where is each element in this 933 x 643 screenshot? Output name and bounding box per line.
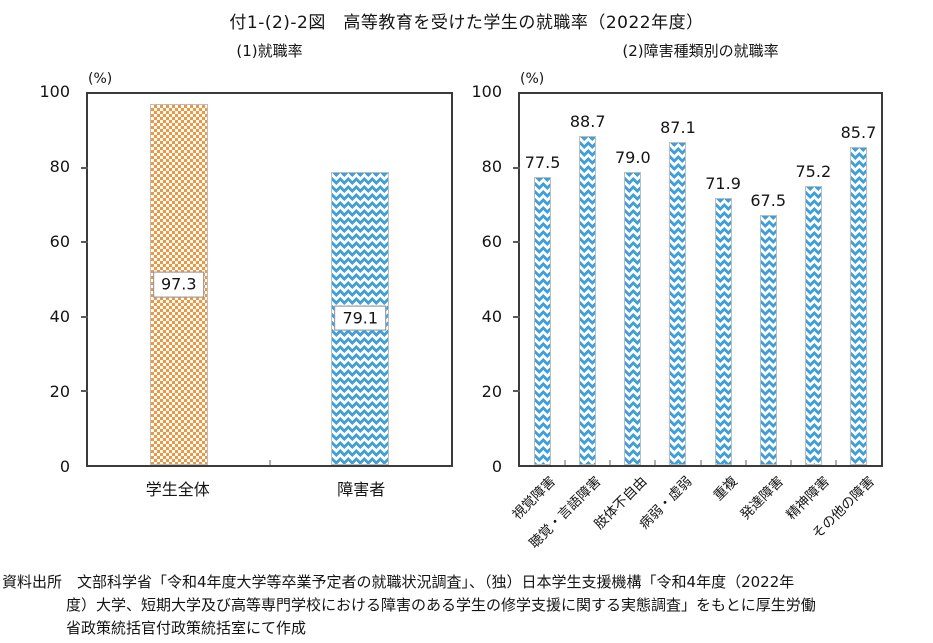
value-label: 79.0 xyxy=(615,147,651,167)
value-label: 88.7 xyxy=(569,111,606,131)
x-category-label: 発達障害 xyxy=(737,473,787,524)
y-tick-mark xyxy=(81,315,88,318)
source-line: 資料出所 文部科学省「令和4年度大学等卒業予定者の就職状況調査」、（独）日本学生… xyxy=(2,573,795,591)
bar xyxy=(579,135,597,465)
y-tick-label: 100 xyxy=(471,82,502,101)
chart-by-disability-type: (2)障害種類別の就職率 (%) 0 20 40 60 80 100 77.5 88.7 79… xyxy=(468,40,908,560)
chart-overall-employment-rate: (1)就職率 (%) 0 20 40 60 80 100 97.3 79.1 学生全体 障害者 xyxy=(36,40,460,560)
value-label: 79.1 xyxy=(334,305,387,331)
y-tick-mark xyxy=(81,241,88,244)
x-tick-mark xyxy=(609,460,612,465)
y-tick-label: 60 xyxy=(49,232,70,251)
y-tick-label: 0 xyxy=(59,457,70,476)
y-tick-label: 100 xyxy=(39,82,70,101)
y-tick-label: 40 xyxy=(481,307,502,326)
y-tick-mark xyxy=(513,389,520,392)
y-tick-mark xyxy=(81,389,88,392)
y-tick-label: 80 xyxy=(481,157,502,176)
value-label: 75.2 xyxy=(795,162,832,182)
y-tick-label: 20 xyxy=(481,382,502,401)
x-axis-labels: 視覚障害 聴覚・言語障害 肢体不自由 病弱・虚弱 重複 発達障害 精神障害 その他の障害 xyxy=(509,467,883,559)
y-tick-mark xyxy=(513,315,520,318)
x-axis-labels: 学生全体 障害者 xyxy=(86,467,453,559)
y-tick-label: 60 xyxy=(481,232,502,251)
y-axis: 0 20 40 60 80 100 xyxy=(36,84,76,475)
source-line: 度）大学、短期大学及び高等専門学校における障害のある学生の修学支援に関する実態調… xyxy=(66,596,816,614)
x-category-label: 障害者 xyxy=(337,480,386,499)
value-label: 87.1 xyxy=(660,117,696,137)
bar xyxy=(534,177,552,465)
x-tick-mark xyxy=(564,460,567,465)
x-tick-mark xyxy=(789,460,792,465)
bar xyxy=(714,198,732,465)
plot-area: 97.3 79.1 xyxy=(81,92,453,467)
chart-subtitle: (2)障害種類別の就職率 xyxy=(622,42,779,60)
y-tick-label: 40 xyxy=(49,307,70,326)
y-tick-label: 20 xyxy=(49,382,70,401)
x-category-label: 重複 xyxy=(710,473,742,504)
value-label: 85.7 xyxy=(840,123,877,143)
y-tick-label: 80 xyxy=(49,157,70,176)
x-tick-mark xyxy=(699,460,702,465)
bar xyxy=(849,147,867,465)
plot-area: 77.5 88.7 79.0 87.1 71.9 67.5 75.2 85.7 xyxy=(513,92,883,467)
x-category-label: 学生全体 xyxy=(145,480,210,499)
source-note: 資料出所 文部科学省「令和4年度大学等卒業予定者の就職状況調査」、（独）日本学生… xyxy=(2,571,927,640)
x-tick-mark xyxy=(268,460,271,465)
x-tick-mark xyxy=(834,460,837,465)
bar xyxy=(669,141,687,465)
y-axis-unit-label: (%) xyxy=(520,71,545,87)
value-label: 77.5 xyxy=(524,153,561,173)
y-tick-mark xyxy=(513,241,520,244)
value-label: 67.5 xyxy=(750,190,786,210)
bar xyxy=(804,186,822,465)
chart-subtitle: (1)就職率 xyxy=(236,42,303,60)
y-tick-label: 0 xyxy=(491,457,502,476)
y-axis-unit-label: (%) xyxy=(88,71,113,87)
y-tick-mark xyxy=(81,167,88,170)
x-tick-mark xyxy=(744,460,747,465)
x-tick-mark xyxy=(654,460,657,465)
bar xyxy=(759,214,777,465)
y-axis: 0 20 40 60 80 100 xyxy=(468,84,508,475)
figure-title: 付1-(2)-2図 高等教育を受けた学生の就職率（2022年度） xyxy=(229,13,704,33)
y-tick-mark xyxy=(513,167,520,170)
source-line: 省政策統括官付政策統括室にて作成 xyxy=(66,619,307,637)
value-label: 71.9 xyxy=(705,174,741,194)
bar xyxy=(624,171,642,465)
value-label: 97.3 xyxy=(152,271,205,298)
